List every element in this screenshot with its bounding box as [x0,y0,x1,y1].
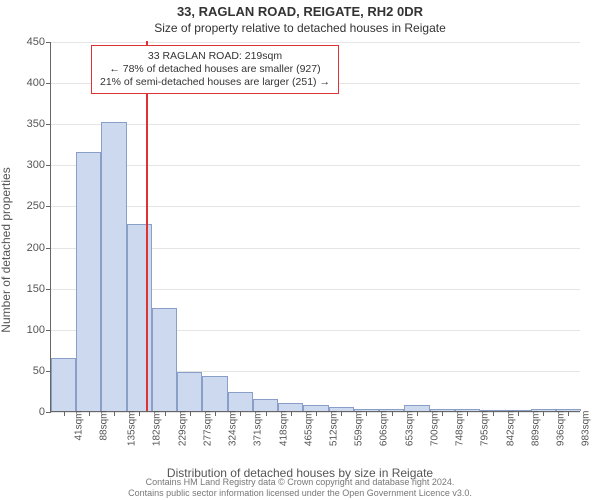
x-tick [139,411,140,416]
footer-line: Contains HM Land Registry data © Crown c… [0,477,600,487]
x-tick [543,411,544,416]
x-tick [467,411,468,416]
histogram-bar [152,308,177,411]
x-tick-label: 41sqm [73,411,84,441]
gridline [51,124,580,125]
x-tick-label: 88sqm [98,411,109,441]
x-tick-label: 936sqm [555,411,566,447]
histogram-chart: 05010015020025030035040045041sqm88sqm135… [50,42,580,412]
x-tick-label: 700sqm [429,411,440,447]
histogram-bar [202,376,227,411]
x-tick-label: 983sqm [581,411,592,447]
x-tick-label: 324sqm [227,411,238,447]
y-axis-label: Number of detached properties [0,167,13,332]
y-tick-label: 250 [27,200,45,212]
x-tick-label: 465sqm [303,411,314,447]
page-subtitle: Size of property relative to detached ho… [0,19,600,35]
gridline [51,42,580,43]
y-tick [46,83,51,84]
x-tick [568,411,569,416]
x-tick [392,411,393,416]
y-tick-label: 300 [27,159,45,171]
histogram-bar [228,392,253,411]
y-tick [46,124,51,125]
x-tick [240,411,241,416]
x-tick-label: 182sqm [152,411,163,447]
y-tick [46,289,51,290]
x-tick [442,411,443,416]
y-tick-label: 0 [39,406,45,418]
x-tick [266,411,267,416]
x-tick [493,411,494,416]
x-tick [316,411,317,416]
x-tick-label: 371sqm [253,411,264,447]
y-tick [46,412,51,413]
y-tick-label: 150 [27,283,45,295]
histogram-bar [101,122,126,411]
x-tick-label: 653sqm [404,411,415,447]
x-tick [417,411,418,416]
y-tick [46,248,51,249]
x-tick-label: 229sqm [177,411,188,447]
x-tick-label: 559sqm [354,411,365,447]
x-tick [291,411,292,416]
x-tick [366,411,367,416]
annotation-line: 21% of semi-detached houses are larger (… [100,76,330,89]
y-tick [46,330,51,331]
histogram-bar [253,399,278,411]
y-tick-label: 50 [33,365,45,377]
x-tick-label: 842sqm [505,411,516,447]
annotation-line: ← 78% of detached houses are smaller (92… [100,63,330,76]
x-tick-label: 418sqm [278,411,289,447]
x-tick-label: 795sqm [480,411,491,447]
y-tick-label: 100 [27,324,45,336]
y-tick-label: 200 [27,242,45,254]
x-tick [64,411,65,416]
x-tick [215,411,216,416]
x-tick [89,411,90,416]
footer-line: Contains public sector information licen… [0,488,600,498]
x-tick-label: 606sqm [379,411,390,447]
y-tick [46,42,51,43]
y-tick-label: 350 [27,118,45,130]
gridline [51,165,580,166]
x-tick [518,411,519,416]
reference-line [146,41,148,411]
annotation-box: 33 RAGLAN ROAD: 219sqm← 78% of detached … [91,45,339,94]
x-tick-label: 748sqm [454,411,465,447]
footer-attribution: Contains HM Land Registry data © Crown c… [0,477,600,498]
x-tick-label: 277sqm [202,411,213,447]
histogram-bar [278,403,303,411]
y-tick [46,206,51,207]
page-title: 33, RAGLAN ROAD, REIGATE, RH2 0DR [0,0,600,19]
gridline [51,206,580,207]
y-tick-label: 400 [27,77,45,89]
histogram-bar [51,358,76,411]
annotation-line: 33 RAGLAN ROAD: 219sqm [100,50,330,63]
y-tick [46,165,51,166]
histogram-bar [76,152,101,411]
x-tick [165,411,166,416]
x-tick [114,411,115,416]
x-tick [190,411,191,416]
x-tick-label: 135sqm [126,411,137,447]
x-tick-label: 512sqm [328,411,339,447]
x-tick [341,411,342,416]
histogram-bar [177,372,202,411]
x-tick-label: 889sqm [530,411,541,447]
y-tick-label: 450 [27,36,45,48]
